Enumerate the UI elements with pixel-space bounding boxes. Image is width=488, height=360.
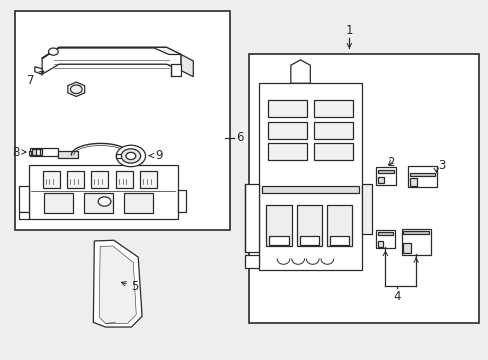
Bar <box>15 12 229 230</box>
Text: 7: 7 <box>27 71 44 87</box>
Polygon shape <box>35 67 42 74</box>
Bar <box>30 148 58 156</box>
Circle shape <box>48 48 58 55</box>
Text: 6: 6 <box>235 131 243 144</box>
Bar <box>403 243 410 253</box>
Text: 4: 4 <box>392 291 400 303</box>
Circle shape <box>98 197 111 206</box>
Bar <box>375 230 394 248</box>
Polygon shape <box>290 60 310 83</box>
Bar <box>116 171 133 188</box>
Bar <box>42 171 60 188</box>
Bar <box>249 54 478 323</box>
Bar <box>314 100 352 117</box>
Bar <box>403 231 428 234</box>
Text: 5: 5 <box>121 280 139 293</box>
Bar <box>43 193 73 213</box>
Bar <box>91 171 108 188</box>
Bar <box>267 122 306 139</box>
Polygon shape <box>42 47 181 74</box>
Polygon shape <box>181 54 193 77</box>
Bar <box>67 171 84 188</box>
Bar <box>58 150 78 158</box>
Bar <box>36 149 40 155</box>
Bar <box>409 178 416 186</box>
Circle shape <box>121 149 141 163</box>
Bar <box>296 205 322 246</box>
Bar <box>326 205 351 246</box>
Bar <box>83 193 113 213</box>
Polygon shape <box>361 184 371 234</box>
Bar <box>407 166 436 187</box>
Bar <box>377 177 383 183</box>
Polygon shape <box>177 190 186 212</box>
Polygon shape <box>245 184 259 252</box>
Polygon shape <box>99 246 136 323</box>
Bar <box>409 173 434 176</box>
Bar <box>377 170 393 173</box>
Text: 8: 8 <box>12 145 26 158</box>
Polygon shape <box>19 186 29 212</box>
Bar <box>267 143 306 160</box>
Polygon shape <box>68 82 84 96</box>
Bar <box>171 64 181 76</box>
Polygon shape <box>259 83 361 270</box>
Bar <box>123 193 153 213</box>
Bar <box>32 149 42 155</box>
Text: 2: 2 <box>386 156 394 169</box>
Bar <box>140 171 157 188</box>
Bar <box>29 165 177 219</box>
Bar <box>314 143 352 160</box>
Polygon shape <box>19 212 29 219</box>
Bar <box>314 122 352 139</box>
Bar <box>375 167 395 185</box>
Bar <box>266 205 291 246</box>
Text: 3: 3 <box>437 159 445 172</box>
Circle shape <box>70 85 82 94</box>
Bar <box>269 235 288 244</box>
Bar <box>377 241 383 247</box>
Bar <box>267 100 306 117</box>
Bar <box>329 235 348 244</box>
Text: 9: 9 <box>149 149 163 162</box>
Polygon shape <box>93 240 142 327</box>
Circle shape <box>126 152 136 159</box>
Bar <box>401 229 430 255</box>
Circle shape <box>116 145 145 167</box>
Bar <box>29 150 31 155</box>
Text: 1: 1 <box>345 23 352 37</box>
Bar <box>261 186 358 193</box>
Bar <box>299 235 319 244</box>
Polygon shape <box>42 47 181 59</box>
Polygon shape <box>245 255 259 268</box>
Bar <box>377 232 392 234</box>
Bar <box>116 154 121 158</box>
